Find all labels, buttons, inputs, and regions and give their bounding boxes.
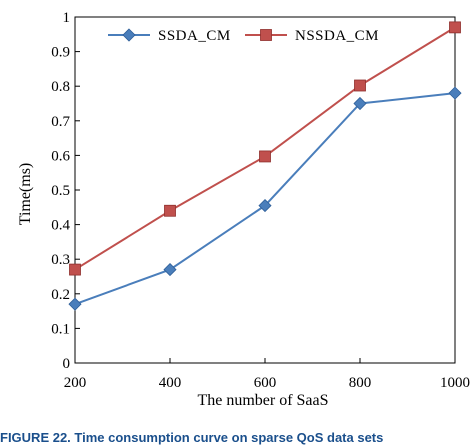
- x-axis-title: The number of SaaS: [197, 392, 328, 409]
- y-tick-label: 0.4: [51, 218, 70, 234]
- x-axis-ticks: 200 400 600 800 1000: [64, 358, 470, 391]
- y-tick-label: 0.1: [51, 321, 70, 337]
- plot-frame: [74, 16, 456, 364]
- y-tick-label: 0.6: [51, 148, 70, 164]
- y-axis-title: Time(ms): [17, 163, 34, 226]
- data-point: [448, 86, 462, 100]
- y-tick-label: 0.9: [51, 45, 70, 61]
- legend-label: NSSDA_CM: [295, 28, 379, 44]
- data-point: [354, 79, 366, 92]
- series-layer: [68, 21, 462, 311]
- y-tick-label: 0.5: [51, 183, 70, 199]
- legend-marker: [260, 29, 272, 41]
- series-nssda-cm: [69, 21, 461, 276]
- series-line: [74, 92, 456, 306]
- y-tick-label: 0.7: [51, 114, 70, 130]
- y-tick-label: 0.3: [51, 252, 70, 268]
- x-tick-label: 600: [254, 375, 277, 391]
- legend-label: SSDA_CM: [158, 28, 231, 44]
- y-tick-label: 0.8: [51, 79, 70, 95]
- legend-marker: [122, 28, 136, 42]
- legend: SSDA_CM NSSDA_CM: [108, 28, 379, 44]
- y-axis-ticks: 0 0.1 0.2 0.3 0.4 0.5 0.6 0.7 0.8 0.9 1: [51, 10, 80, 372]
- y-tick-label: 0: [63, 356, 71, 372]
- plot-border: [74, 16, 456, 364]
- series-line: [74, 26, 456, 271]
- line-chart: 0 0.1 0.2 0.3 0.4 0.5 0.6 0.7 0.8 0.9 1 200 400 600 8…: [17, 10, 470, 409]
- y-tick-label: 1: [63, 10, 71, 26]
- figure-caption: FIGURE 22. Time consumption curve on spa…: [0, 430, 384, 445]
- data-point: [164, 204, 176, 217]
- data-point: [258, 199, 272, 213]
- legend-item: NSSDA_CM: [245, 28, 379, 44]
- data-point: [449, 21, 461, 34]
- data-point: [69, 263, 81, 276]
- x-tick-label: 1000: [440, 375, 470, 391]
- y-tick-label: 0.2: [51, 287, 70, 303]
- data-point: [163, 263, 177, 277]
- x-tick-label: 800: [349, 375, 372, 391]
- x-tick-label: 200: [64, 375, 87, 391]
- series-ssda-cm: [68, 86, 462, 311]
- legend-item: SSDA_CM: [108, 28, 231, 44]
- data-point: [68, 297, 82, 311]
- data-point: [259, 150, 271, 163]
- data-point: [353, 96, 367, 111]
- x-tick-label: 400: [159, 375, 182, 391]
